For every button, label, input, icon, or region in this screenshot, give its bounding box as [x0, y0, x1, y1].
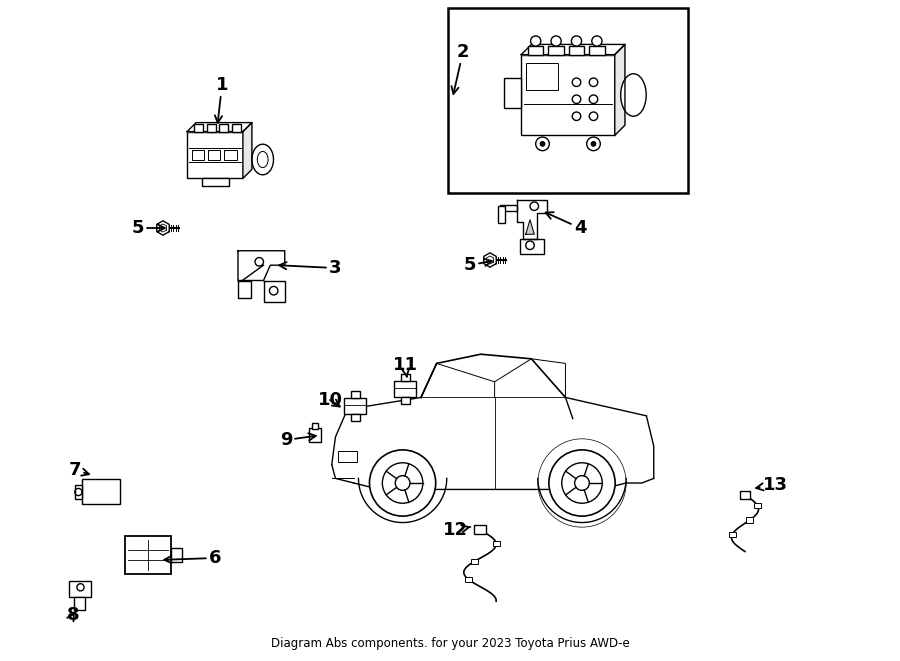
- Polygon shape: [264, 280, 284, 302]
- Text: 5: 5: [464, 256, 492, 274]
- Bar: [194, 124, 203, 132]
- Bar: [526, 63, 558, 91]
- Text: 1: 1: [215, 76, 229, 123]
- Bar: [232, 124, 241, 132]
- Bar: [473, 525, 486, 533]
- Bar: [208, 149, 220, 161]
- Text: 5: 5: [131, 219, 165, 237]
- Bar: [220, 124, 229, 132]
- Text: 9: 9: [280, 431, 316, 449]
- Bar: [309, 428, 321, 442]
- Bar: [754, 503, 761, 508]
- Bar: [338, 451, 356, 462]
- Bar: [448, 8, 688, 193]
- Circle shape: [592, 36, 602, 46]
- Ellipse shape: [252, 144, 274, 175]
- Circle shape: [540, 141, 545, 147]
- Circle shape: [590, 112, 598, 120]
- Circle shape: [572, 95, 580, 104]
- Bar: [350, 391, 359, 398]
- Polygon shape: [615, 44, 625, 136]
- Circle shape: [572, 36, 581, 46]
- Circle shape: [591, 141, 596, 147]
- Bar: [350, 414, 359, 421]
- Polygon shape: [238, 251, 284, 280]
- Bar: [192, 149, 204, 161]
- Circle shape: [531, 36, 541, 46]
- Bar: [187, 132, 243, 178]
- Text: Diagram Abs components. for your 2023 Toyota Prius AWD-e: Diagram Abs components. for your 2023 To…: [271, 637, 629, 650]
- Circle shape: [587, 137, 600, 151]
- Ellipse shape: [621, 74, 646, 116]
- Circle shape: [551, 36, 562, 46]
- Bar: [400, 373, 410, 381]
- Bar: [740, 490, 751, 498]
- Bar: [202, 178, 229, 186]
- Bar: [312, 423, 318, 429]
- Text: 13: 13: [756, 476, 788, 494]
- Bar: [746, 518, 753, 523]
- Circle shape: [572, 78, 580, 87]
- Bar: [528, 46, 544, 55]
- Bar: [498, 206, 505, 223]
- Polygon shape: [243, 122, 252, 178]
- Bar: [344, 398, 365, 414]
- Circle shape: [536, 137, 549, 151]
- Text: 3: 3: [279, 259, 341, 277]
- Bar: [520, 239, 544, 254]
- Circle shape: [572, 112, 580, 120]
- Circle shape: [370, 450, 436, 516]
- Bar: [521, 55, 615, 136]
- Text: 7: 7: [68, 461, 89, 479]
- Bar: [68, 581, 91, 597]
- Text: 8: 8: [67, 606, 79, 624]
- Bar: [124, 536, 171, 574]
- Polygon shape: [238, 280, 251, 297]
- Text: 12: 12: [443, 521, 471, 539]
- Bar: [471, 559, 478, 564]
- Bar: [504, 78, 521, 108]
- Circle shape: [590, 78, 598, 87]
- Bar: [500, 204, 518, 212]
- Bar: [224, 149, 237, 161]
- Bar: [207, 124, 216, 132]
- Polygon shape: [187, 122, 252, 132]
- Text: 4: 4: [545, 212, 586, 237]
- Bar: [548, 46, 563, 55]
- Polygon shape: [157, 221, 169, 235]
- Bar: [590, 46, 605, 55]
- Bar: [82, 479, 120, 504]
- Text: 6: 6: [164, 549, 221, 567]
- Bar: [400, 397, 410, 404]
- Polygon shape: [526, 220, 535, 234]
- Polygon shape: [484, 253, 496, 267]
- Bar: [394, 381, 416, 397]
- Bar: [75, 485, 82, 499]
- Bar: [171, 548, 182, 563]
- Circle shape: [590, 95, 598, 104]
- Text: 10: 10: [318, 391, 343, 409]
- Bar: [465, 577, 472, 582]
- Bar: [74, 597, 85, 610]
- Bar: [492, 541, 500, 546]
- Polygon shape: [518, 200, 547, 239]
- Text: 11: 11: [392, 356, 418, 377]
- Circle shape: [549, 450, 615, 516]
- Bar: [729, 531, 736, 537]
- Bar: [569, 46, 584, 55]
- Text: 2: 2: [452, 43, 469, 94]
- Polygon shape: [521, 44, 625, 55]
